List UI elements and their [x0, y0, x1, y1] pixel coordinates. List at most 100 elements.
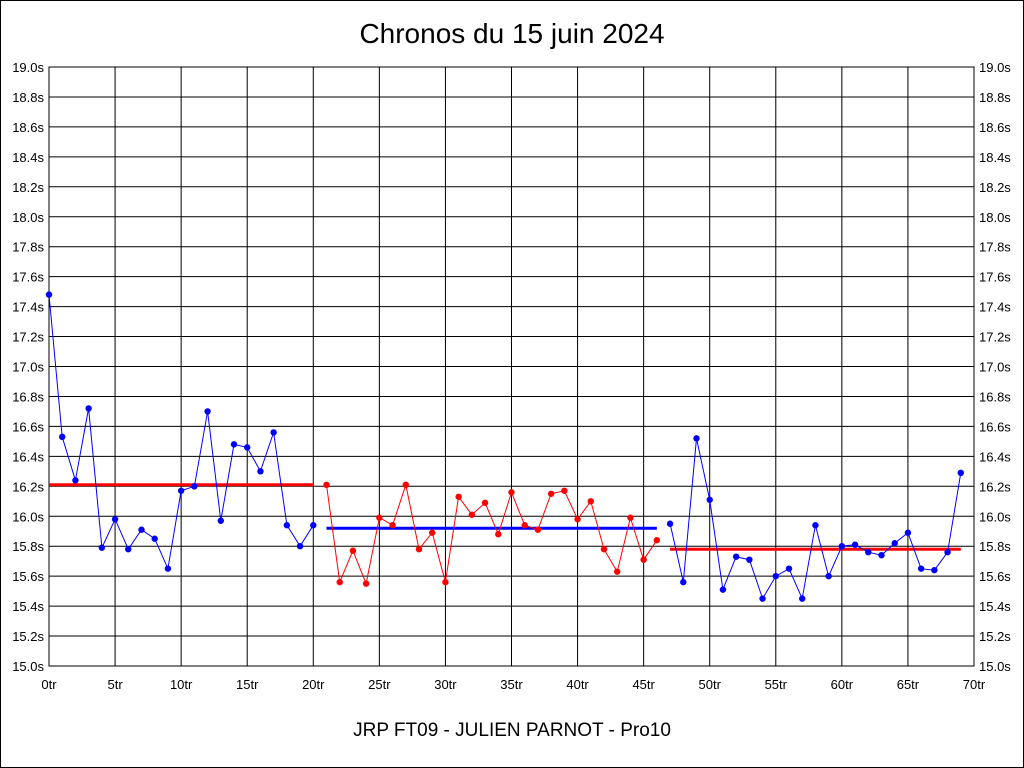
data-point — [838, 543, 846, 550]
data-point — [666, 520, 674, 527]
x-tick-label: 5tr — [107, 677, 123, 692]
data-point — [627, 514, 634, 521]
x-tick-label: 45tr — [632, 677, 655, 692]
y-tick-label-left: 18.2s — [12, 180, 44, 195]
y-tick-label-left: 17.0s — [12, 360, 44, 375]
data-point — [72, 477, 79, 484]
data-point — [785, 565, 793, 572]
data-point — [138, 526, 145, 533]
data-point — [481, 499, 489, 506]
y-tick-label-left: 16.6s — [12, 419, 44, 434]
data-point — [904, 529, 912, 536]
data-point — [957, 469, 964, 477]
y-tick-label-left: 16.2s — [12, 479, 44, 494]
plot-border — [48, 66, 975, 667]
y-tick-label-right: 17.6s — [979, 270, 1011, 285]
data-point — [812, 522, 819, 529]
y-tick-label-left: 16.4s — [12, 449, 44, 464]
data-point — [402, 481, 409, 489]
data-point — [614, 568, 621, 575]
y-tick-label-right: 17.4s — [979, 300, 1011, 315]
data-point — [732, 553, 740, 560]
y-tick-label-right: 15.6s — [979, 569, 1011, 584]
data-point — [772, 572, 779, 580]
data-point — [244, 444, 251, 451]
x-tick-label: 60tr — [831, 677, 854, 692]
data-point — [283, 522, 291, 529]
x-tick-label: 30tr — [434, 677, 457, 692]
data-point — [547, 490, 555, 497]
y-tick-label-left: 17.6s — [12, 270, 44, 285]
data-point — [257, 468, 264, 475]
y-tick-label-right: 18.0s — [979, 210, 1011, 225]
data-point — [455, 493, 462, 500]
data-point — [85, 405, 92, 412]
data-point — [270, 429, 277, 436]
y-tick-label-left: 17.2s — [12, 330, 44, 345]
y-tick-label-right: 18.8s — [979, 90, 1011, 105]
data-point — [336, 578, 343, 586]
y-tick-label-left: 17.8s — [12, 240, 44, 255]
y-tick-label-left: 15.8s — [12, 539, 44, 554]
data-point — [653, 537, 661, 544]
data-point — [759, 595, 766, 602]
data-point — [825, 572, 832, 580]
y-tick-label-right: 18.4s — [979, 150, 1011, 165]
y-tick-label-right: 15.4s — [979, 599, 1011, 614]
chart-title: Chronos du 15 juin 2024 — [359, 18, 665, 49]
y-tick-label-right: 18.6s — [979, 120, 1011, 135]
data-point — [878, 551, 885, 559]
y-tick-label-right: 18.2s — [979, 180, 1011, 195]
x-tick-label: 0tr — [41, 677, 57, 692]
data-point — [389, 522, 396, 529]
y-tick-label-left: 18.6s — [12, 120, 44, 135]
data-point — [931, 566, 938, 574]
data-point — [508, 489, 515, 496]
y-tick-label-right: 17.0s — [979, 360, 1011, 375]
data-point — [323, 481, 330, 489]
y-tick-label-right: 15.8s — [979, 539, 1011, 554]
x-tick-label: 65tr — [897, 677, 920, 692]
data-point — [177, 487, 185, 494]
y-tick-label-left: 15.0s — [12, 659, 44, 674]
x-tick-label: 10tr — [170, 677, 193, 692]
data-point — [362, 580, 370, 587]
y-tick-label-right: 19.0s — [979, 60, 1011, 75]
y-tick-label-left: 18.4s — [12, 150, 44, 165]
data-point — [164, 565, 172, 572]
y-tick-label-right: 16.0s — [979, 509, 1011, 524]
data-point — [495, 531, 502, 538]
data-point — [640, 556, 647, 563]
y-tick-label-left: 19.0s — [12, 60, 44, 75]
x-tick-label: 20tr — [302, 677, 325, 692]
data-point — [917, 565, 925, 572]
data-point — [534, 526, 542, 533]
data-point — [561, 487, 568, 494]
data-point — [230, 441, 238, 448]
data-point — [680, 578, 687, 586]
y-tick-label-left: 16.8s — [12, 389, 44, 404]
data-point — [310, 522, 317, 529]
y-tick-label-right: 15.0s — [979, 659, 1011, 674]
y-tick-label-right: 16.4s — [979, 449, 1011, 464]
y-tick-label-left: 17.4s — [12, 300, 44, 315]
y-tick-label-left: 15.2s — [12, 629, 44, 644]
y-tick-label-right: 15.2s — [979, 629, 1011, 644]
data-point — [693, 435, 700, 442]
data-point — [600, 545, 608, 553]
chart-footer: JRP FT09 - JULIEN PARNOT - Pro10 — [353, 720, 671, 741]
data-point — [442, 578, 449, 586]
y-tick-label-left: 16.0s — [12, 509, 44, 524]
data-point — [719, 586, 727, 593]
data-point — [204, 408, 211, 415]
y-tick-label-right: 16.6s — [979, 419, 1011, 434]
data-point — [98, 544, 106, 551]
data-point — [587, 498, 594, 505]
data-point — [217, 517, 224, 524]
data-point — [59, 433, 66, 441]
data-point — [429, 529, 436, 536]
data-point — [45, 291, 53, 298]
y-tick-label-left: 18.0s — [12, 210, 44, 225]
data-point — [944, 548, 951, 556]
